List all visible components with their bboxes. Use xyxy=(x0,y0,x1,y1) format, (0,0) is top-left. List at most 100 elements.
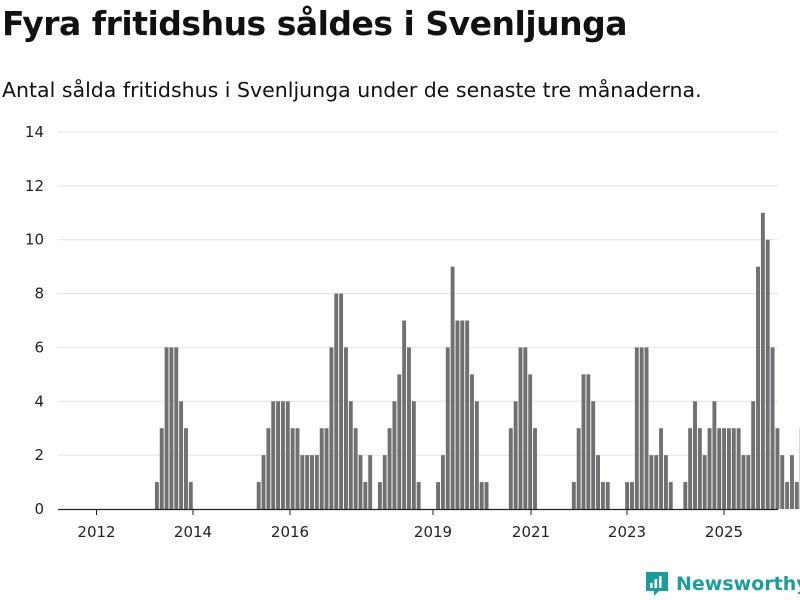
bar xyxy=(581,374,586,509)
bar xyxy=(756,266,760,509)
bar xyxy=(334,293,339,509)
bar xyxy=(731,428,736,509)
bar xyxy=(407,347,411,509)
bar xyxy=(397,374,402,509)
bar xyxy=(523,347,528,509)
bar xyxy=(305,455,310,509)
x-tick-label: 2019 xyxy=(414,523,452,541)
bar xyxy=(770,347,775,509)
bar xyxy=(649,455,654,509)
bar xyxy=(329,347,334,509)
bar xyxy=(339,293,344,509)
bar xyxy=(402,320,407,509)
bar xyxy=(639,347,644,509)
y-tick-label: 10 xyxy=(25,231,44,249)
bar xyxy=(436,482,441,509)
bar xyxy=(261,455,266,509)
bar xyxy=(659,428,664,509)
bar xyxy=(440,455,445,509)
bar xyxy=(159,428,164,509)
bar xyxy=(368,455,373,509)
bar xyxy=(693,401,697,509)
bar-series xyxy=(154,212,800,510)
bar xyxy=(576,428,581,509)
bar xyxy=(450,266,455,509)
bar xyxy=(314,455,319,509)
bar xyxy=(174,347,179,509)
bar xyxy=(726,428,731,509)
bar xyxy=(765,239,770,509)
chart-title: Fyra fritidshus såldes i Svenljunga xyxy=(2,4,628,43)
bar xyxy=(358,455,363,509)
bar xyxy=(256,482,261,509)
x-tick-label: 2021 xyxy=(512,523,550,541)
bar xyxy=(363,482,368,509)
bar xyxy=(377,482,382,509)
bar xyxy=(741,455,746,509)
bar xyxy=(508,428,513,509)
bar xyxy=(513,401,518,509)
bar xyxy=(518,347,523,509)
bar xyxy=(654,455,659,509)
newsworthy-logo: Newsworthy xyxy=(644,570,800,598)
bar xyxy=(571,482,576,509)
y-tick-label: 14 xyxy=(25,123,44,141)
bar xyxy=(353,428,358,509)
bar xyxy=(528,374,533,509)
bar xyxy=(775,428,780,509)
bar xyxy=(188,482,193,509)
bar xyxy=(644,347,649,509)
bar xyxy=(295,428,300,509)
bar xyxy=(470,374,474,509)
bar xyxy=(290,428,295,509)
bar xyxy=(736,428,741,509)
bar xyxy=(600,482,605,509)
axes: 0 2 4 6 8 10 12 14 2012 2014 2016 2019 2021 2023 2025 xyxy=(25,123,778,541)
bar xyxy=(348,401,353,509)
bar xyxy=(712,401,717,509)
bar xyxy=(751,401,756,509)
bar xyxy=(310,455,314,509)
bar xyxy=(411,401,416,509)
bar xyxy=(344,347,348,509)
bar xyxy=(663,455,668,509)
bar xyxy=(707,428,712,509)
bar xyxy=(591,401,596,509)
bar xyxy=(683,482,688,509)
y-tick-label: 6 xyxy=(34,338,44,356)
bar xyxy=(179,401,184,509)
bar xyxy=(668,482,673,509)
bar xyxy=(324,428,329,509)
y-tick-label: 8 xyxy=(34,285,44,303)
bar xyxy=(164,347,169,509)
x-tick-label: 2014 xyxy=(174,523,212,541)
bar xyxy=(697,428,702,509)
bar xyxy=(630,482,634,509)
x-tick-label: 2016 xyxy=(271,523,309,541)
bar xyxy=(722,428,727,509)
y-tick-label: 12 xyxy=(25,177,44,195)
bar xyxy=(760,212,765,510)
bar xyxy=(285,401,290,509)
bar xyxy=(605,482,610,509)
y-tick-label: 2 xyxy=(34,446,44,464)
x-tick-label: 2012 xyxy=(77,523,115,541)
newsworthy-logo-icon xyxy=(646,572,668,596)
bar xyxy=(276,401,281,509)
bar xyxy=(484,482,489,509)
bar xyxy=(586,374,591,509)
bar xyxy=(465,320,470,509)
bar xyxy=(455,320,460,509)
y-tick-label: 0 xyxy=(34,500,44,518)
bar xyxy=(688,428,693,509)
bar xyxy=(702,455,707,509)
bar xyxy=(780,455,785,509)
bar xyxy=(154,482,159,509)
bar xyxy=(280,401,285,509)
bar xyxy=(416,482,421,509)
bar xyxy=(596,455,600,509)
bar xyxy=(387,428,392,509)
bar xyxy=(717,428,722,509)
bar xyxy=(266,428,271,509)
